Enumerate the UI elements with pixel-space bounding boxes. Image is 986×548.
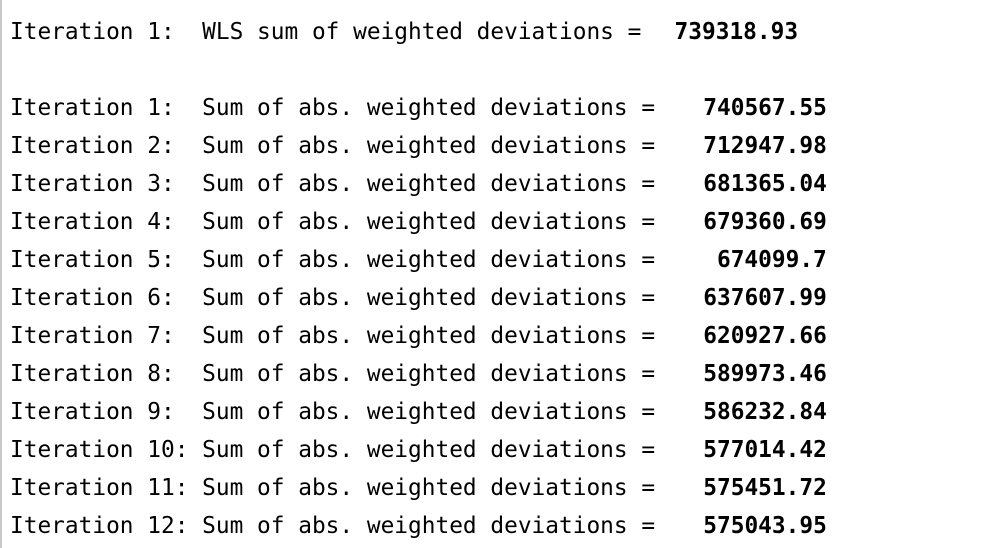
iteration-line: Iteration 2: Sum of abs. weighted deviat… — [10, 129, 827, 163]
wls-value: 739318.93 — [674, 19, 799, 45]
iteration-label: Iteration 3: Sum of abs. weighted deviat… — [10, 171, 669, 197]
iteration-line: Iteration 8: Sum of abs. weighted deviat… — [10, 357, 827, 391]
wls-line: Iteration 1: WLS sum of weighted deviati… — [10, 15, 798, 49]
iteration-value: 577014.42 — [703, 437, 827, 463]
iteration-label: Iteration 12: Sum of abs. weighted devia… — [10, 513, 669, 539]
iteration-value: 637607.99 — [703, 285, 827, 311]
iteration-line: Iteration 4: Sum of abs. weighted deviat… — [10, 205, 827, 239]
iteration-line: Iteration 1: Sum of abs. weighted deviat… — [10, 91, 827, 125]
iteration-label: Iteration 4: Sum of abs. weighted deviat… — [10, 209, 669, 235]
iteration-line: Iteration 9: Sum of abs. weighted deviat… — [10, 395, 827, 429]
iteration-label: Iteration 1: Sum of abs. weighted deviat… — [10, 95, 669, 121]
iteration-label: Iteration 2: Sum of abs. weighted deviat… — [10, 133, 669, 159]
wls-label: Iteration 1: WLS sum of weighted deviati… — [10, 19, 656, 45]
iteration-label: Iteration 11: Sum of abs. weighted devia… — [10, 475, 669, 501]
iteration-value: 712947.98 — [703, 133, 827, 159]
iteration-value: 586232.84 — [703, 399, 827, 425]
iteration-value: 674099.7 — [716, 247, 827, 273]
iteration-value: 589973.46 — [703, 361, 827, 387]
iteration-line: Iteration 6: Sum of abs. weighted deviat… — [10, 281, 827, 315]
iteration-line: Iteration 12: Sum of abs. weighted devia… — [10, 509, 827, 543]
iteration-label: Iteration 7: Sum of abs. weighted deviat… — [10, 323, 669, 349]
iteration-label: Iteration 9: Sum of abs. weighted deviat… — [10, 399, 669, 425]
iteration-value: 575451.72 — [703, 475, 827, 501]
iteration-label: Iteration 10: Sum of abs. weighted devia… — [10, 437, 669, 463]
iteration-value: 681365.04 — [703, 171, 827, 197]
iteration-line: Iteration 7: Sum of abs. weighted deviat… — [10, 319, 827, 353]
iteration-value: 620927.66 — [703, 323, 827, 349]
iteration-label: Iteration 5: Sum of abs. weighted deviat… — [10, 247, 669, 273]
iteration-line: Iteration 5: Sum of abs. weighted deviat… — [10, 243, 827, 277]
iteration-label: Iteration 8: Sum of abs. weighted deviat… — [10, 361, 669, 387]
iteration-line: Iteration 3: Sum of abs. weighted deviat… — [10, 167, 827, 201]
iteration-label: Iteration 6: Sum of abs. weighted deviat… — [10, 285, 669, 311]
iteration-line: Iteration 10: Sum of abs. weighted devia… — [10, 433, 827, 467]
iteration-line: Iteration 11: Sum of abs. weighted devia… — [10, 471, 827, 505]
iteration-value: 679360.69 — [703, 209, 827, 235]
iteration-value: 575043.95 — [703, 513, 827, 539]
iteration-value: 740567.55 — [703, 95, 827, 121]
